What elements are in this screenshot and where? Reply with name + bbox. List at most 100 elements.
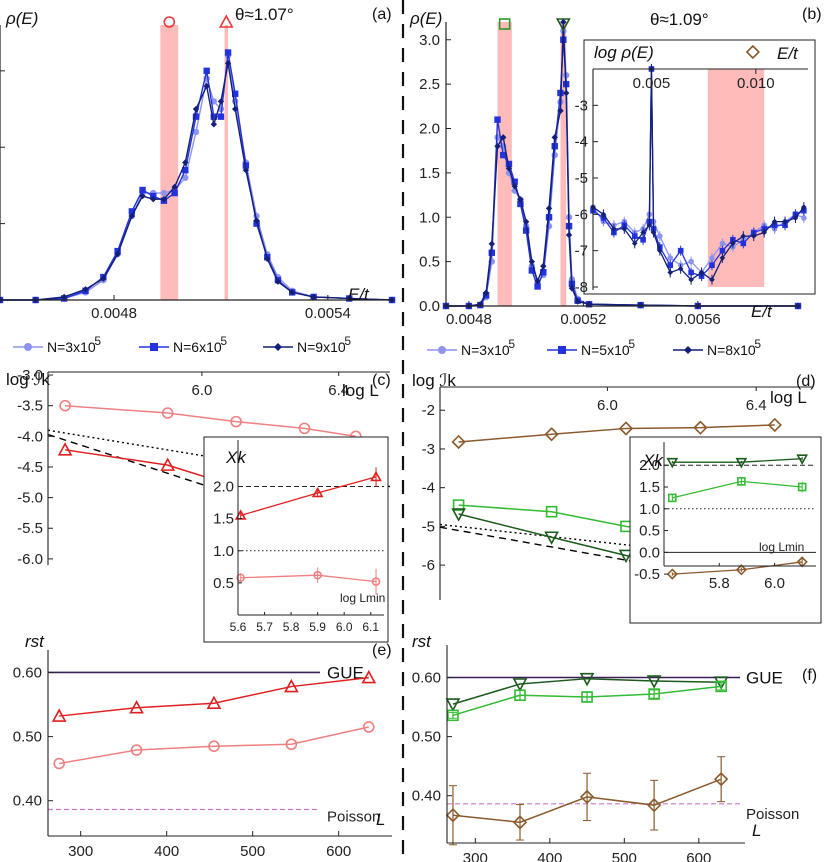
- data-point: [648, 688, 660, 700]
- data-point: [618, 421, 634, 436]
- data-point: [242, 166, 250, 174]
- y-axis-label: Xk: [642, 451, 664, 470]
- data-point: [545, 214, 553, 221]
- data-point: [445, 808, 461, 823]
- gue-label: GUE: [746, 669, 783, 688]
- y-tick-label: -6: [575, 206, 588, 223]
- y-tick-label: -5: [575, 170, 588, 187]
- data-point: [160, 195, 168, 203]
- data-point: [522, 227, 530, 234]
- data-point: [232, 90, 239, 97]
- x-tick-label: 6.4: [328, 382, 349, 399]
- data-point: [285, 738, 298, 751]
- data-point: [128, 208, 136, 215]
- data-point: [313, 570, 322, 580]
- data-point: [203, 67, 210, 75]
- legend-label: N=8x10: [707, 342, 756, 358]
- data-point: [585, 301, 593, 308]
- data-point: [171, 183, 178, 191]
- shaded-energy-window: [224, 25, 229, 300]
- y-tick-label: -2: [422, 402, 435, 419]
- y-tick-label: -7: [575, 243, 588, 260]
- data-point: [801, 215, 807, 221]
- shaded-energy-window: [497, 22, 512, 306]
- energy-marker: [745, 44, 760, 60]
- legend-label: N=9x10: [297, 339, 346, 355]
- x-tick-label: 400: [537, 850, 562, 862]
- data-point: [451, 434, 466, 450]
- panel-d_inset: 5.8 6.0 -0.5 0.0 0.5 1.0 1.5 2.0Xk log Lmin: [629, 436, 822, 624]
- data-point: [581, 691, 593, 703]
- x-tick-label: 6.1: [362, 620, 379, 634]
- data-point: [792, 215, 799, 221]
- y-tick-label: -3.0: [17, 367, 43, 384]
- x-tick-label: 5.9: [309, 620, 326, 634]
- data-point: [735, 457, 748, 469]
- legend-exponent: 5: [94, 334, 101, 348]
- y-tick-label: -3.5: [17, 398, 43, 415]
- y-tick-label: 1.0: [419, 209, 440, 226]
- data-point: [562, 89, 570, 97]
- data-point: [528, 258, 536, 265]
- data-point: [579, 789, 595, 805]
- y-tick-label: 0.40: [13, 793, 42, 810]
- data-point: [667, 255, 674, 261]
- legend-label: N=3x10: [461, 342, 510, 358]
- x-axis-label: log Lmin: [759, 540, 804, 554]
- data-point: [767, 417, 782, 433]
- data-point: [160, 457, 176, 471]
- energy-marker: [218, 14, 234, 28]
- data-point: [667, 493, 677, 503]
- data-point: [488, 240, 495, 248]
- data-point: [371, 577, 381, 586]
- data-point: [203, 82, 210, 90]
- legend-marker: [684, 346, 692, 354]
- series-line-diamond: [458, 424, 775, 443]
- x-tick-label: 0.0052: [560, 311, 606, 328]
- data-point: [551, 134, 558, 141]
- data-point: [512, 815, 528, 830]
- data-point: [646, 675, 662, 689]
- data-point: [236, 573, 245, 583]
- data-point: [494, 116, 501, 123]
- data-point: [540, 269, 547, 276]
- data-point: [730, 240, 736, 247]
- legend-label: N=5x10: [581, 342, 630, 358]
- data-point: [139, 186, 146, 194]
- data-point: [161, 407, 174, 419]
- data-point: [600, 211, 607, 218]
- data-point: [217, 113, 225, 120]
- data-point: [677, 247, 684, 254]
- data-point: [740, 240, 747, 247]
- data-point: [551, 143, 558, 150]
- energy-marker: [555, 18, 571, 32]
- data-point: [264, 255, 271, 262]
- data-point: [60, 293, 68, 301]
- data-point: [544, 427, 559, 442]
- data-point: [782, 218, 788, 225]
- shaded-energy-window: [560, 22, 567, 306]
- series-line-triangle: [59, 676, 369, 717]
- y-tick-label: -4: [422, 480, 435, 497]
- data-point: [206, 695, 222, 710]
- data-point: [310, 293, 317, 301]
- data-point: [545, 205, 553, 212]
- panel-label: (e): [372, 642, 392, 659]
- data-point: [182, 159, 189, 166]
- data-point: [139, 192, 146, 200]
- y-tick-label: -4.5: [17, 459, 43, 476]
- data-point: [171, 189, 178, 197]
- data-point: [656, 247, 663, 254]
- data-point: [568, 285, 576, 292]
- data-point: [242, 162, 250, 169]
- panel-b: 0.0048 0.0052 0.0056 0.0 0.5 1.0 1.5 2.0 2.5 3.0 ρ…: [409, 6, 822, 328]
- series-line-2: [0, 63, 393, 301]
- y-tick-label: -5: [422, 518, 435, 535]
- y-tick-label: 2.0: [419, 121, 440, 138]
- x-axis-label: L: [376, 810, 385, 829]
- data-point: [311, 486, 324, 498]
